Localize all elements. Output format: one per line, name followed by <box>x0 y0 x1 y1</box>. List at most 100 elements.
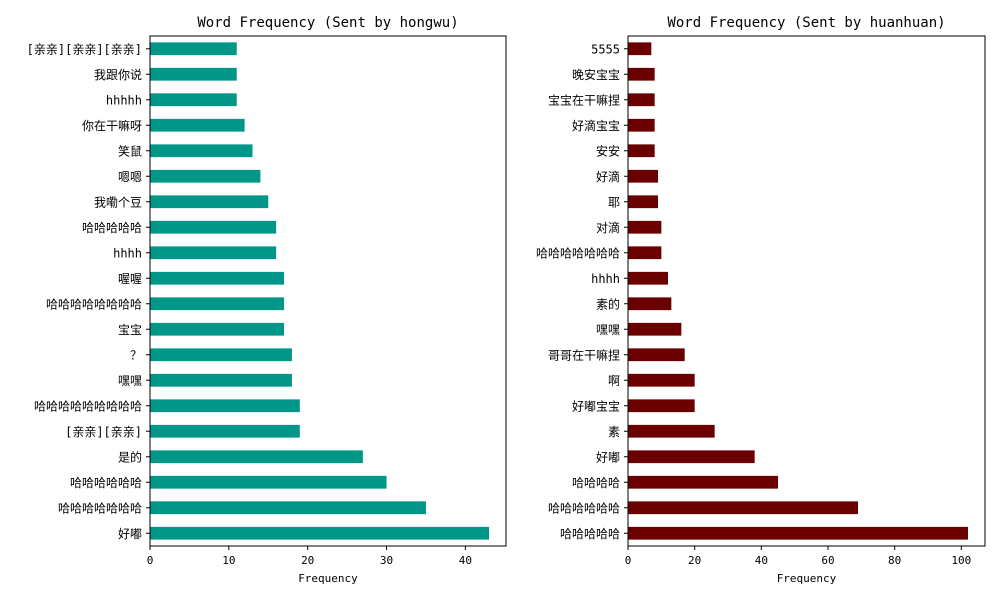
y-tick-label: 哈哈哈哈 <box>572 476 620 490</box>
chart-huanhuan: Word Frequency (Sent by huanhuan)哈哈哈哈哈哈哈… <box>536 15 986 585</box>
x-tick-label: 80 <box>888 554 901 567</box>
y-tick-label: [亲亲][亲亲] <box>65 425 142 439</box>
bar <box>628 526 968 540</box>
y-tick-label: 我嘞个豆 <box>94 195 142 209</box>
bar <box>150 271 285 285</box>
bar <box>628 424 715 438</box>
bar <box>150 42 237 56</box>
x-tick-label: 60 <box>821 554 834 567</box>
bar <box>150 526 490 540</box>
plot-frame <box>627 35 986 547</box>
y-tick-label: 素 <box>608 425 620 439</box>
y-tick-label: 嗯嗯 <box>118 170 142 184</box>
y-tick-label: 啊 <box>608 374 620 388</box>
y-tick-label: 哥哥在干嘛捏 <box>548 347 620 362</box>
bar <box>628 67 655 81</box>
y-tick-label: 嘿嘿 <box>118 374 142 388</box>
bar <box>628 348 685 362</box>
y-tick-label: 宝宝 <box>118 323 142 337</box>
bar <box>150 93 237 107</box>
chart-title: Word Frequency (Sent by hongwu) <box>197 15 458 31</box>
bar <box>628 195 658 209</box>
y-tick-label: 哈哈哈哈哈 <box>82 221 142 235</box>
y-tick-label: 耶 <box>608 195 620 209</box>
bar <box>150 322 285 336</box>
y-tick-label: 你在干嘛呀 <box>82 118 142 133</box>
bar <box>628 271 668 285</box>
x-tick-label: 30 <box>380 554 393 567</box>
y-tick-label: 哈哈哈哈哈哈 <box>70 476 142 490</box>
y-tick-label: 哈哈哈哈哈哈哈 <box>536 246 620 260</box>
bar <box>150 475 387 489</box>
bar <box>628 322 682 336</box>
bar <box>150 67 237 81</box>
bar <box>628 373 695 387</box>
bar <box>628 220 662 234</box>
bar <box>628 501 858 515</box>
y-tick-label: 哈哈哈哈哈哈哈哈哈 <box>34 399 142 413</box>
y-tick-label: hhhh <box>113 246 142 260</box>
y-tick-label: 宝宝在干嘛捏 <box>548 92 620 107</box>
x-tick-label: 20 <box>688 554 701 567</box>
bar <box>150 348 292 362</box>
bar <box>150 373 292 387</box>
y-tick-label: ？ <box>130 348 142 362</box>
bar <box>628 144 655 158</box>
bar <box>628 399 695 413</box>
y-tick-label: 哈哈哈哈哈哈哈 <box>58 501 142 515</box>
y-tick-label: 对滴 <box>596 220 620 235</box>
bar <box>150 450 363 464</box>
y-tick-label: 好滴宝宝 <box>572 118 620 133</box>
y-tick-label: 是的 <box>118 449 142 464</box>
y-tick-label: 笑鼠 <box>118 143 142 158</box>
y-tick-label: 哈哈哈哈哈哈 <box>548 501 620 515</box>
y-tick-label: hhhh <box>591 272 620 286</box>
bar <box>150 399 300 413</box>
bar <box>628 297 672 311</box>
x-axis-label: Frequency <box>298 572 358 585</box>
y-tick-label: 好滴 <box>596 169 620 184</box>
bar <box>628 169 658 183</box>
x-tick-label: 10 <box>222 554 235 567</box>
y-tick-label: 好嘟 <box>118 527 142 541</box>
y-tick-label: 5555 <box>591 42 620 56</box>
chart-hongwu: Word Frequency (Sent by hongwu)好嘟哈哈哈哈哈哈哈… <box>27 15 507 585</box>
bar <box>150 501 426 515</box>
y-tick-label: 嘿嘿 <box>596 323 620 337</box>
x-tick-label: 20 <box>301 554 314 567</box>
bar <box>628 246 662 260</box>
x-tick-label: 0 <box>625 554 632 567</box>
y-tick-label: 我跟你说 <box>94 67 142 82</box>
y-tick-label: 好嘟 <box>596 450 620 464</box>
x-axis-label: Frequency <box>777 572 837 585</box>
y-tick-label: 晚安宝宝 <box>572 67 620 82</box>
y-tick-label: 素的 <box>596 296 620 311</box>
bar <box>150 220 277 234</box>
x-tick-label: 40 <box>755 554 768 567</box>
x-tick-label: 100 <box>951 554 971 567</box>
plot-frame <box>149 35 507 547</box>
bar <box>150 195 269 209</box>
chart-title: Word Frequency (Sent by huanhuan) <box>667 15 945 31</box>
y-tick-label: 好嘟宝宝 <box>572 399 620 413</box>
bar <box>150 169 261 183</box>
bar <box>150 118 245 132</box>
bar <box>628 118 655 132</box>
y-tick-label: 喔喔 <box>118 272 142 286</box>
y-tick-label: 哈哈哈哈哈哈哈哈 <box>46 297 142 311</box>
bar <box>628 42 652 56</box>
x-tick-label: 0 <box>147 554 154 567</box>
bar <box>150 297 285 311</box>
bar <box>628 475 778 489</box>
bar <box>150 246 277 260</box>
bar <box>628 93 655 107</box>
bar <box>150 144 253 158</box>
x-tick-label: 40 <box>459 554 472 567</box>
y-tick-label: 哈哈哈哈哈 <box>560 527 620 541</box>
y-tick-label: 安安 <box>596 143 620 158</box>
y-tick-label: [亲亲][亲亲][亲亲] <box>27 42 142 56</box>
bar <box>628 450 755 464</box>
y-tick-label: hhhhh <box>106 93 142 107</box>
bar <box>150 424 300 438</box>
